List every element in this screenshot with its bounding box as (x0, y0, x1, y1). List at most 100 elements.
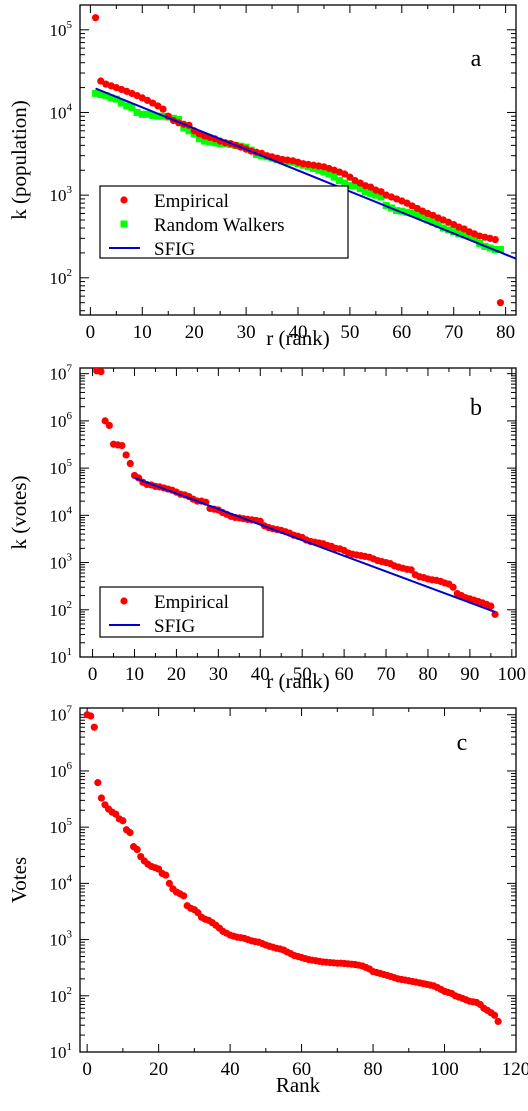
random-walker-point (325, 170, 333, 178)
y-tick-base: 10 (50, 818, 67, 837)
empirical-point (165, 879, 173, 887)
y-tick-base: 10 (50, 365, 67, 384)
y-tick-exponent: 3 (67, 184, 73, 196)
panel-label: b (470, 395, 482, 421)
series-group (91, 14, 516, 307)
panel-label: a (471, 46, 482, 72)
x-tick-label: 10 (125, 664, 144, 685)
random-walker-point (102, 92, 110, 100)
legend-box (99, 586, 264, 638)
y-tick-exponent: 7 (67, 704, 73, 716)
random-walker-point (434, 221, 442, 229)
empirical-point (180, 892, 188, 900)
empirical-point (154, 102, 162, 110)
x-tick-label: 70 (377, 664, 396, 685)
empirical-point (346, 173, 354, 181)
random-walker-point (107, 94, 115, 102)
random-walker-point (118, 99, 126, 107)
random-walker-point (330, 173, 338, 181)
legend-label: SFIG (154, 616, 195, 637)
y-tick-base: 10 (50, 706, 67, 725)
random-walker-point (346, 182, 354, 190)
y-tick-base: 10 (50, 269, 67, 288)
random-walker-point (149, 111, 157, 119)
x-tick-label: 80 (418, 664, 437, 685)
x-tick-label: 90 (460, 664, 479, 685)
random-walker-point (206, 138, 214, 146)
y-tick-base: 10 (50, 103, 67, 122)
empirical-point (87, 712, 95, 720)
random-walker-point (123, 102, 131, 110)
legend-label: SFIG (154, 239, 195, 260)
random-walker-point (361, 188, 369, 196)
x-axis-label: Rank (276, 1073, 321, 1097)
y-tick-base: 10 (50, 987, 67, 1006)
legend-marker-dot (120, 196, 128, 204)
x-tick-label: 40 (251, 664, 270, 685)
empirical-point (159, 105, 167, 113)
random-walker-point (403, 208, 411, 216)
random-walker-point (413, 211, 421, 219)
y-tick-label: 104 (50, 872, 73, 893)
y-tick-base: 10 (50, 931, 67, 950)
x-tick-label: 100 (430, 1059, 459, 1080)
y-tick-base: 10 (50, 648, 67, 667)
random-walker-point (133, 108, 141, 116)
y-tick-exponent: 2 (67, 267, 73, 279)
random-walker-point (128, 103, 136, 111)
sfig-fit-line (134, 476, 496, 613)
legend-label: Empirical (154, 191, 229, 212)
x-tick-label: 50 (340, 322, 359, 343)
random-walker-point (138, 110, 146, 118)
x-tick-label: 0 (82, 1059, 92, 1080)
x-tick-label: 40 (289, 322, 308, 343)
x-tick-label: 60 (335, 664, 354, 685)
y-tick-label: 103 (50, 552, 73, 573)
x-tick-label: 0 (86, 322, 96, 343)
empirical-point (126, 829, 134, 837)
random-walker-point (320, 168, 328, 176)
y-tick-base: 10 (50, 412, 67, 431)
y-tick-base: 10 (50, 554, 67, 573)
legend-box (99, 185, 349, 259)
empirical-point (491, 610, 499, 618)
y-tick-label: 101 (50, 646, 73, 667)
empirical-point (490, 1011, 499, 1019)
x-tick-label: 30 (237, 322, 256, 343)
y-tick-exponent: 1 (67, 1041, 73, 1053)
empirical-point (94, 779, 102, 787)
random-walker-point (195, 135, 203, 143)
y-tick-exponent: 4 (67, 101, 73, 113)
empirical-point (119, 817, 127, 825)
y-tick-base: 10 (50, 186, 67, 205)
y-tick-label: 102 (50, 985, 73, 1006)
random-walker-point (356, 185, 364, 193)
x-tick-label: 20 (167, 664, 186, 685)
y-tick-label: 102 (50, 267, 73, 288)
x-tick-label: 120 (502, 1059, 528, 1080)
x-tick-label: 70 (444, 322, 463, 343)
empirical-point (491, 235, 499, 244)
legend-marker-square (120, 220, 128, 228)
random-walker-point (445, 226, 453, 234)
y-tick-exponent: 5 (67, 816, 73, 828)
random-walker-point (496, 245, 504, 253)
y-tick-exponent: 4 (67, 504, 73, 516)
random-walker-point (419, 212, 427, 220)
y-tick-label: 101 (50, 1041, 73, 1062)
empirical-point (126, 459, 134, 468)
y-tick-label: 104 (50, 101, 73, 122)
empirical-point (162, 871, 170, 879)
legend: Empirical Random Walkers SFIG (99, 185, 349, 260)
x-tick-label: 20 (149, 1059, 168, 1080)
empirical-point (377, 188, 385, 196)
y-tick-label: 104 (50, 504, 73, 525)
plot-frame (79, 707, 517, 1053)
empirical-point (487, 602, 495, 610)
random-walker-point (351, 182, 359, 190)
random-walker-point (112, 95, 120, 103)
random-walker-point (185, 127, 193, 135)
x-tick-label: 50 (293, 664, 312, 685)
y-tick-base: 10 (50, 506, 67, 525)
